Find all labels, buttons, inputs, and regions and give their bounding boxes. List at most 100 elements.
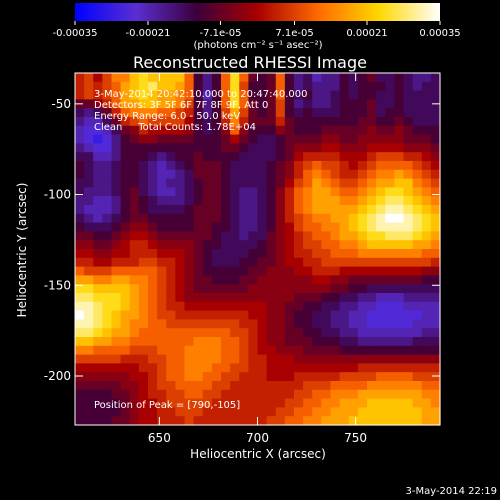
heatmap-cell [394, 301, 405, 312]
heatmap-cell [148, 169, 158, 180]
heatmap-cell [75, 178, 85, 188]
heatmap-cell [303, 231, 313, 241]
heatmap-cell [157, 205, 167, 215]
heatmap-cell [367, 125, 377, 136]
heatmap-cell [303, 143, 313, 153]
heatmap-cell [138, 249, 149, 259]
heatmap-cell [294, 389, 304, 400]
heatmap-cell [239, 108, 249, 118]
heatmap-cell [111, 90, 122, 100]
heatmap-cell [230, 249, 240, 259]
heatmap-cell [148, 398, 158, 408]
heatmap-cell [202, 125, 213, 136]
heatmap-cell [157, 143, 167, 153]
heatmap-cell [230, 345, 240, 356]
heatmap-cell [339, 310, 350, 320]
heatmap-cell [367, 345, 377, 356]
heatmap-cell [138, 152, 149, 162]
heatmap-cell [93, 178, 103, 188]
heatmap-cell [211, 337, 222, 347]
heatmap-cell [367, 416, 377, 426]
heatmap-cell [284, 284, 295, 294]
heatmap-cell [412, 389, 423, 400]
heatmap-cell [93, 407, 103, 417]
heatmap-cell [357, 187, 368, 197]
heatmap-cell [248, 416, 259, 426]
heatmap-cell [303, 328, 313, 338]
heatmap-cell [193, 354, 204, 364]
heatmap-cell [211, 196, 222, 206]
heatmap-cell [211, 143, 222, 153]
heatmap-cell [84, 222, 94, 232]
heatmap-cell [376, 257, 386, 268]
heatmap-cell [303, 125, 313, 136]
heatmap-cell [193, 301, 204, 312]
heatmap-cell [193, 398, 204, 408]
heatmap-cell [266, 389, 277, 400]
heatmap-cell [303, 354, 313, 364]
heatmap-cell [275, 319, 286, 329]
heatmap-cell [221, 108, 231, 118]
heatmap-cell [421, 416, 432, 426]
heatmap-cell [275, 240, 286, 250]
heatmap-cell [312, 143, 322, 153]
heatmap-cell [394, 152, 405, 162]
heatmap-cell [367, 310, 377, 320]
heatmap-cell [84, 301, 94, 312]
heatmap-cell [175, 319, 186, 329]
heatmap-cell [157, 319, 167, 329]
heatmap-cell [148, 407, 158, 417]
heatmap-cell [102, 161, 113, 171]
heatmap-cell [339, 99, 350, 109]
heatmap-cell [394, 337, 405, 347]
heatmap-cell [184, 328, 195, 338]
heatmap-cell [421, 249, 432, 259]
heatmap-cell [312, 337, 322, 347]
heatmap-cell [102, 73, 113, 83]
heatmap-cell [294, 143, 304, 153]
heatmap-cell [138, 398, 149, 408]
heatmap-cell [421, 169, 432, 180]
heatmap-cell [394, 328, 405, 338]
heatmap-cell [221, 345, 231, 356]
heatmap-cell [166, 328, 176, 338]
heatmap-cell [266, 284, 277, 294]
heatmap-cell [367, 99, 377, 109]
heatmap-cell [111, 222, 122, 232]
heatmap-cell [430, 372, 441, 382]
heatmap-cell [120, 99, 131, 109]
heatmap-cell [138, 319, 149, 329]
heatmap-cell [403, 205, 414, 215]
heatmap-cell [421, 310, 432, 320]
heatmap-cell [157, 240, 167, 250]
heatmap-cell [321, 108, 332, 118]
heatmap-cell [230, 213, 240, 224]
heatmap-cell [376, 205, 386, 215]
heatmap-cell [248, 301, 259, 312]
heatmap-cell [367, 205, 377, 215]
heatmap-cell [266, 301, 277, 312]
heatmap-cell [138, 284, 149, 294]
heatmap-cell [284, 125, 295, 136]
heatmap-cell [202, 319, 213, 329]
heatmap-cell [120, 257, 131, 268]
heatmap-cell [412, 319, 423, 329]
heatmap-cell [120, 249, 131, 259]
heatmap-cell [348, 328, 359, 338]
heatmap-cell [275, 73, 286, 83]
heatmap-cell [221, 363, 231, 373]
x-tick-label: 700 [246, 431, 269, 445]
heatmap-cell [339, 134, 350, 144]
heatmap-cell [421, 99, 432, 109]
heatmap-cell [321, 293, 332, 303]
heatmap-cell [257, 319, 268, 329]
heatmap-cell [430, 178, 441, 188]
heatmap-cell [166, 205, 176, 215]
heatmap-cell [275, 161, 286, 171]
heatmap-cell [239, 372, 249, 382]
heatmap-cell [248, 372, 259, 382]
heatmap-cell [266, 328, 277, 338]
heatmap-cell [376, 319, 386, 329]
heatmap-cell [202, 152, 213, 162]
heatmap-cell [339, 354, 350, 364]
